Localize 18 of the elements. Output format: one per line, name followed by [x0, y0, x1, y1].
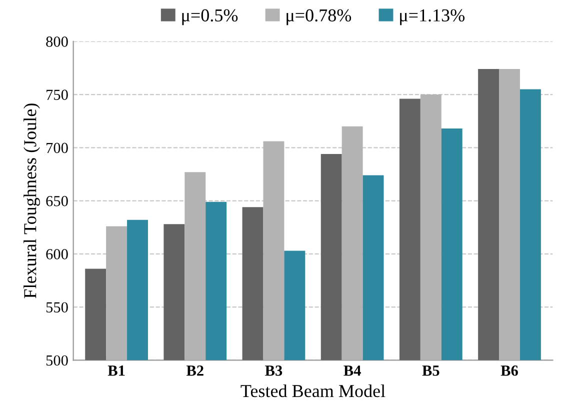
legend-label: μ=0.78% — [286, 9, 352, 26]
y-tick-label: 550 — [46, 302, 68, 312]
y-tick-label: 700 — [46, 142, 68, 154]
x-tick-label: B6 — [500, 366, 518, 376]
x-tick-label: B4 — [344, 366, 361, 376]
y-axis-title: Flexural Toughness (Joule) — [24, 104, 40, 298]
y-tick-label: 500 — [46, 355, 68, 366]
y-tick-label: 650 — [46, 196, 68, 206]
x-tick-label: B2 — [186, 366, 204, 376]
y-tick-label: 600 — [46, 249, 68, 260]
legend-label: μ=0.5% — [182, 9, 238, 26]
x-tick-label: B1 — [108, 366, 125, 376]
legend-label: μ=1.13% — [400, 9, 465, 26]
x-tick-label: B3 — [265, 366, 282, 376]
y-tick-label: 750 — [46, 90, 68, 100]
x-axis-title: Tested Beam Model — [240, 384, 386, 398]
y-tick-label: 800 — [46, 36, 68, 47]
x-tick-label: B5 — [422, 366, 440, 376]
